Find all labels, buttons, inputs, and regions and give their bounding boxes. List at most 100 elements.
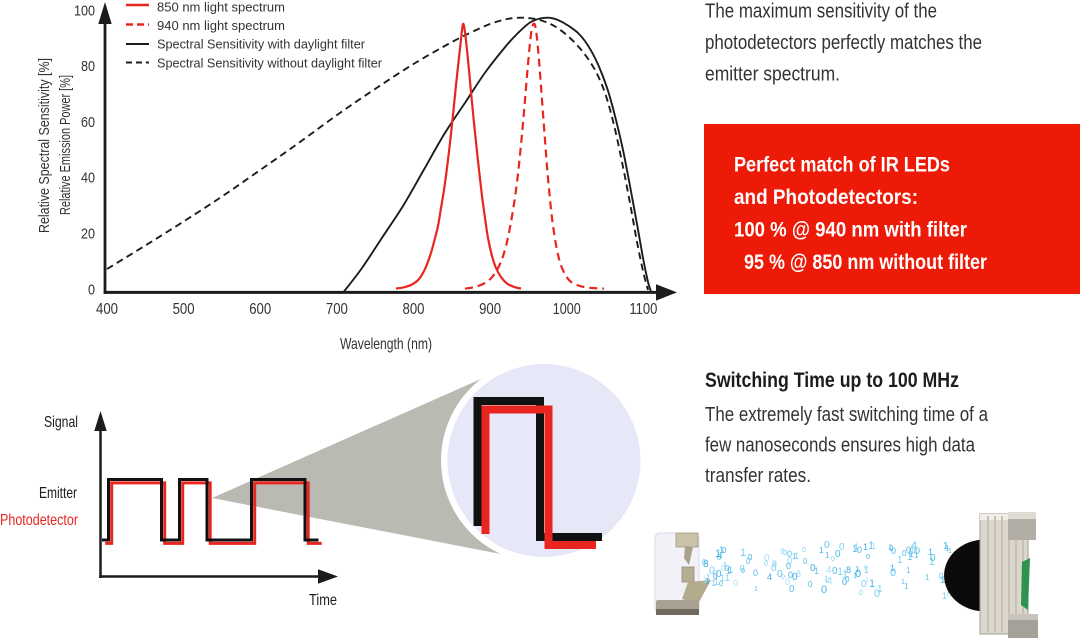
svg-text:1: 1 [906, 566, 911, 575]
svg-text:0: 0 [912, 545, 917, 555]
svg-text:0: 0 [753, 568, 758, 578]
svg-text:0: 0 [741, 568, 745, 575]
svg-text:1: 1 [904, 582, 909, 591]
svg-text:4: 4 [767, 572, 772, 582]
svg-text:1: 1 [706, 573, 711, 582]
svg-text:1: 1 [837, 566, 843, 578]
svg-text:and Photodetectors:: and Photodetectors: [734, 186, 918, 209]
svg-text:1: 1 [719, 545, 724, 555]
svg-text:1: 1 [907, 552, 913, 563]
svg-text:1: 1 [824, 574, 829, 584]
svg-text:0: 0 [874, 588, 880, 600]
svg-text:100: 100 [74, 2, 95, 19]
svg-text:1: 1 [723, 562, 727, 569]
svg-text:0: 0 [783, 550, 787, 557]
svg-text:1: 1 [901, 579, 905, 586]
svg-text:0: 0 [733, 578, 738, 588]
svg-text:700: 700 [326, 301, 348, 318]
svg-text:1: 1 [725, 573, 730, 583]
svg-text:100 % @ 940 nm with filter: 100 % @ 940 nm with filter [734, 218, 967, 241]
svg-text:1: 1 [726, 567, 731, 576]
svg-text:0: 0 [713, 572, 718, 581]
svg-text:900: 900 [479, 301, 501, 318]
svg-text:1: 1 [814, 566, 819, 576]
svg-text:0: 0 [866, 554, 870, 561]
svg-text:4: 4 [911, 540, 917, 552]
svg-text:emitter spectrum.: emitter spectrum. [705, 64, 840, 86]
svg-text:0: 0 [939, 572, 944, 581]
svg-text:40: 40 [81, 170, 95, 187]
svg-text:1: 1 [854, 542, 859, 552]
svg-text:0: 0 [788, 570, 793, 580]
svg-text:0: 0 [835, 549, 841, 560]
svg-text:1: 1 [720, 573, 725, 583]
svg-text:850 nm light spectrum: 850 nm light spectrum [157, 0, 285, 14]
svg-text:20: 20 [81, 226, 95, 243]
svg-text:0: 0 [891, 546, 896, 556]
svg-text:1: 1 [853, 573, 857, 580]
svg-text:1: 1 [928, 547, 933, 557]
svg-text:0: 0 [725, 564, 730, 573]
svg-text:0: 0 [845, 575, 850, 584]
svg-text:The extremely fast switching t: The extremely fast switching time of a [705, 404, 989, 426]
svg-text:Switching Time up to 100 MHz: Switching Time up to 100 MHz [705, 369, 959, 392]
svg-text:0: 0 [864, 565, 868, 572]
svg-text:1: 1 [852, 544, 858, 555]
svg-text:0: 0 [890, 567, 896, 579]
svg-text:1: 1 [825, 551, 830, 560]
svg-text:8: 8 [846, 565, 851, 575]
svg-text:1: 1 [914, 551, 919, 560]
svg-text:500: 500 [173, 301, 195, 318]
svg-text:0: 0 [810, 563, 816, 574]
svg-text:0: 0 [786, 561, 791, 571]
svg-text:1: 1 [897, 555, 903, 566]
svg-text:4: 4 [827, 576, 833, 587]
svg-text:0: 0 [88, 281, 95, 298]
svg-text:0: 0 [740, 564, 745, 573]
svg-text:8: 8 [772, 559, 777, 569]
svg-text:800: 800 [403, 301, 425, 318]
svg-text:1: 1 [929, 557, 935, 568]
svg-text:0: 0 [709, 565, 715, 577]
svg-text:Time: Time [309, 592, 337, 609]
svg-text:0: 0 [712, 568, 717, 578]
svg-text:0: 0 [789, 584, 795, 595]
svg-text:0: 0 [839, 542, 845, 553]
svg-text:0: 0 [764, 553, 770, 564]
svg-text:1: 1 [819, 546, 824, 555]
svg-text:0: 0 [702, 558, 707, 567]
svg-text:1: 1 [945, 544, 950, 553]
svg-text:0: 0 [915, 546, 920, 556]
svg-text:few nanoseconds ensures high d: few nanoseconds ensures high data [705, 435, 976, 457]
svg-text:400: 400 [96, 301, 118, 318]
svg-text:0: 0 [930, 553, 936, 564]
svg-text:0: 0 [716, 569, 722, 580]
svg-text:0: 0 [781, 574, 785, 581]
svg-text:0: 0 [787, 549, 792, 559]
svg-text:8: 8 [703, 559, 709, 570]
svg-text:1: 1 [868, 540, 874, 552]
svg-text:1: 1 [711, 578, 716, 588]
svg-text:1: 1 [890, 563, 895, 573]
svg-text:Wavelength (nm): Wavelength (nm) [340, 336, 432, 353]
svg-text:1: 1 [925, 573, 930, 582]
svg-text:4: 4 [826, 565, 832, 576]
svg-text:1: 1 [792, 552, 797, 561]
svg-text:1: 1 [714, 577, 719, 587]
svg-text:0: 0 [861, 579, 867, 590]
svg-text:1: 1 [754, 586, 758, 593]
svg-text:0: 0 [746, 557, 751, 566]
svg-text:0: 0 [902, 549, 907, 558]
svg-text:0: 0 [748, 553, 753, 562]
svg-text:0: 0 [825, 576, 830, 585]
svg-text:1: 1 [871, 541, 876, 551]
svg-text:1: 1 [942, 591, 947, 601]
svg-text:0: 0 [855, 568, 861, 580]
svg-text:1: 1 [940, 575, 946, 586]
svg-text:0: 0 [842, 577, 847, 587]
svg-text:0: 0 [777, 569, 783, 580]
svg-text:0: 0 [906, 545, 911, 555]
svg-text:The maximum sensitivity of the: The maximum sensitivity of the [705, 1, 937, 23]
svg-text:80: 80 [81, 58, 95, 75]
svg-text:0: 0 [808, 580, 813, 589]
